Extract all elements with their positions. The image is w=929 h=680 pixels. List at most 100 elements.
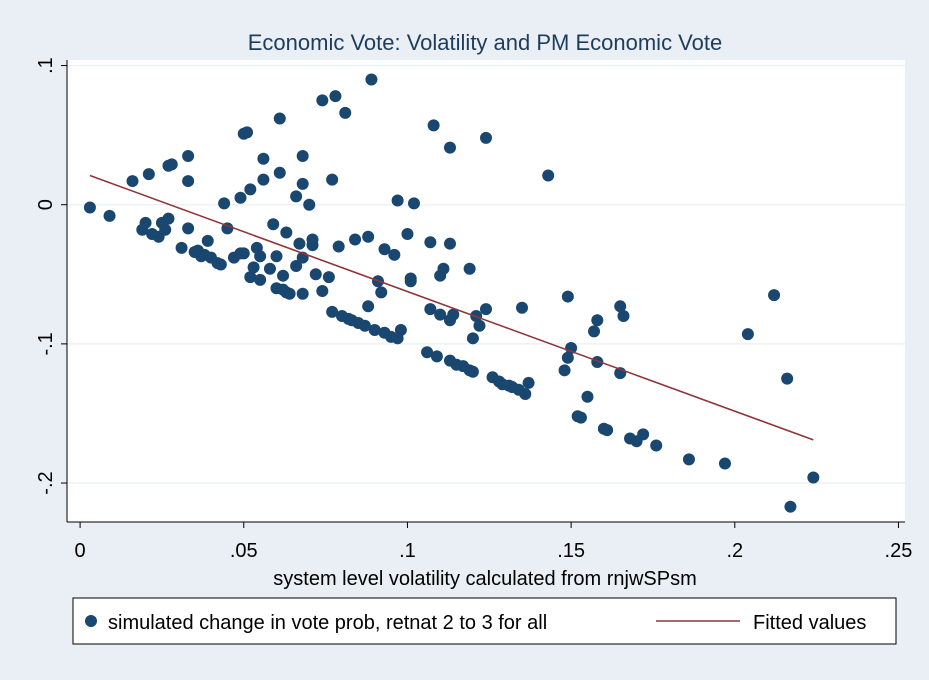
scatter-point — [368, 323, 381, 336]
scatter-point — [214, 258, 227, 271]
scatter-point — [404, 272, 417, 285]
scatter-point — [407, 197, 420, 210]
x-tick-label: 0 — [75, 540, 86, 562]
fitted-line — [89, 174, 814, 441]
scatter-point — [254, 250, 267, 263]
scatter-point — [718, 457, 731, 470]
scatter-point — [237, 247, 250, 260]
scatter-point — [267, 218, 280, 231]
scatter-point — [329, 90, 342, 103]
scatter-point — [437, 262, 450, 275]
scatter-point — [401, 227, 414, 240]
x-tick-label: .05 — [230, 540, 258, 562]
axis-ticks: .1 0 -.1 -.2 0 .05 .1 .15 .2 .25 — [35, 57, 912, 562]
scatter-point — [522, 376, 535, 389]
scatter-point — [443, 237, 456, 250]
scatter-point — [388, 248, 401, 261]
scatter-point — [326, 173, 339, 186]
scatter-point — [182, 175, 195, 188]
scatter-point — [561, 351, 574, 364]
fitted-line-layer — [89, 174, 814, 441]
scatter-point — [83, 201, 96, 214]
scatter-point — [637, 428, 650, 441]
scatter-point — [175, 241, 188, 254]
scatter-point — [277, 269, 290, 282]
scatter-point — [650, 439, 663, 452]
scatter-point — [316, 285, 329, 297]
legend-box — [72, 597, 897, 645]
scatter-point — [339, 106, 352, 119]
scatter-point — [516, 301, 529, 314]
scatter-point — [165, 158, 178, 171]
y-tick-label: -.2 — [35, 471, 57, 494]
scatter-point — [273, 166, 286, 179]
scatter-point — [296, 150, 309, 163]
scatter-point — [588, 325, 601, 338]
scatter-point — [103, 209, 116, 222]
scatter-point — [358, 319, 371, 332]
scatter-point — [430, 350, 443, 363]
scatter-point — [394, 323, 407, 336]
scatter-point — [283, 287, 296, 300]
scatter-point — [332, 240, 345, 253]
scatter-point — [257, 173, 270, 186]
scatter-point — [443, 141, 456, 154]
scatter-point — [617, 310, 630, 323]
scatter-point — [473, 319, 486, 332]
scatter-point — [480, 303, 492, 316]
scatter-point — [682, 453, 695, 466]
legend-marker-scatter — [85, 615, 97, 627]
scatter-point — [591, 314, 604, 327]
scatter-point — [290, 259, 303, 272]
scatter-point — [139, 216, 152, 229]
scatter-point — [126, 175, 139, 188]
scatter-point — [424, 303, 437, 316]
scatter-point — [480, 131, 492, 144]
axes — [66, 60, 905, 523]
x-tick-label: .15 — [557, 540, 585, 562]
scatter-point — [303, 198, 316, 211]
scatter-points — [83, 73, 820, 513]
scatter-point — [466, 332, 479, 345]
scatter-point — [201, 234, 214, 247]
scatter-point — [254, 273, 267, 286]
y-tick-label: -.1 — [35, 332, 57, 355]
scatter-point — [296, 287, 309, 300]
scatter-point — [326, 305, 339, 318]
scatter-point — [519, 387, 532, 400]
scatter-point — [280, 226, 293, 239]
x-axis-label: system level volatility calculated from … — [273, 568, 696, 590]
scatter-point — [244, 183, 257, 196]
scatter-point — [362, 300, 375, 313]
scatter-point — [561, 290, 574, 303]
scatter-point — [182, 150, 195, 163]
scatter-point — [466, 365, 479, 378]
scatter-point — [349, 233, 362, 246]
scatter-point — [781, 372, 794, 385]
scatter-point — [375, 286, 388, 299]
scatter-point — [159, 223, 172, 236]
scatter-point — [322, 271, 335, 284]
scatter-point — [463, 262, 476, 275]
scatter-point — [378, 243, 391, 256]
scatter-point — [218, 197, 231, 210]
scatter-point — [427, 119, 440, 132]
legend-label-scatter: simulated change in vote prob, retnat 2 … — [108, 612, 547, 634]
scatter-point — [162, 212, 175, 225]
legend: simulated change in vote prob, retnat 2 … — [72, 597, 897, 645]
scatter-point — [234, 191, 247, 204]
y-tick-label: 0 — [35, 199, 57, 210]
scatter-point — [293, 237, 306, 250]
scatter-point — [768, 289, 781, 302]
scatter-point — [290, 190, 303, 203]
scatter-point — [241, 126, 254, 139]
scatter-point — [601, 424, 614, 437]
scatter-point — [591, 355, 604, 368]
scatter-point — [542, 169, 555, 182]
scatter-point — [270, 250, 283, 263]
scatter-point — [424, 236, 437, 249]
scatter-point — [447, 308, 460, 321]
scatter-point — [306, 239, 319, 252]
grid-lines — [67, 64, 905, 484]
